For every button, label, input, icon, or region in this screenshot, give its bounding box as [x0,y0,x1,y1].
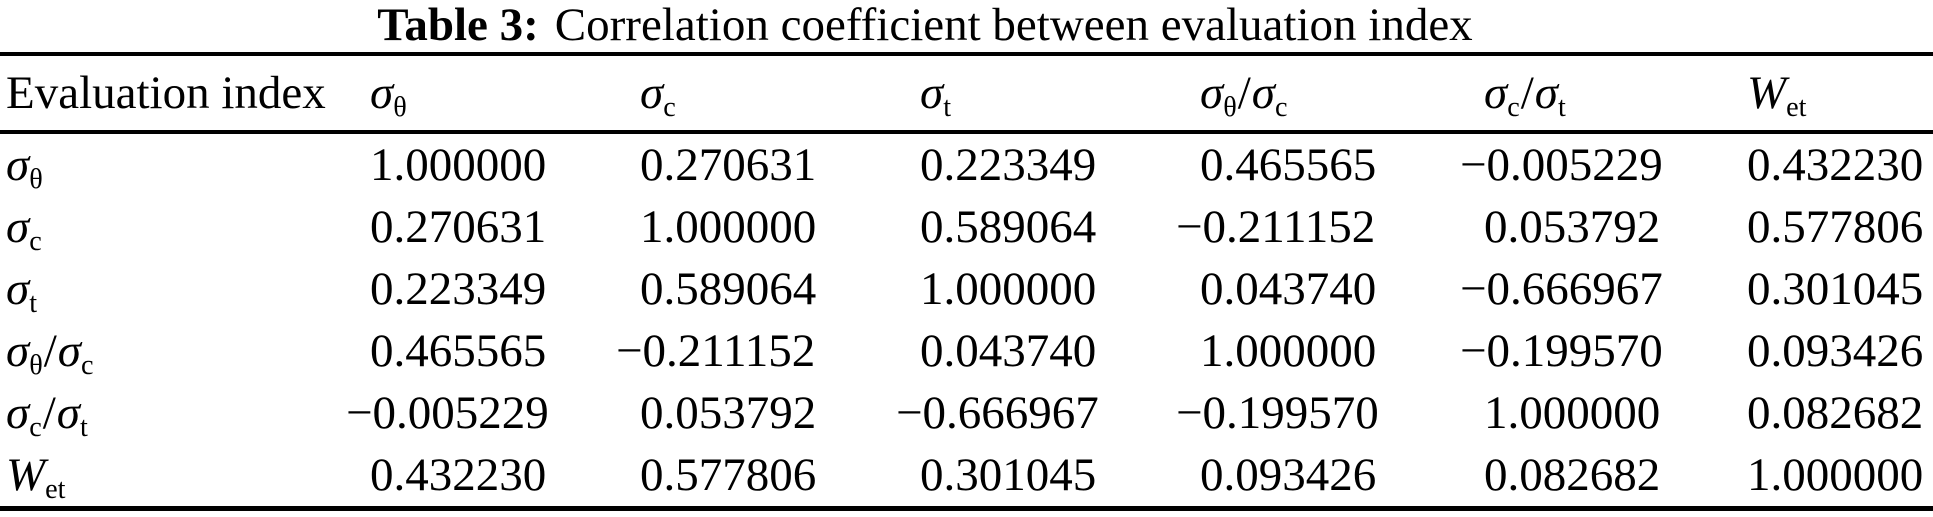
table-cell: −0.666967 [896,387,1099,439]
col-header-sigma-theta: σθ [370,54,640,134]
col-header-w-et: Wet [1747,54,1933,134]
table-cell: −0.005229 [1460,139,1663,191]
table-row: σt 0.223349 0.589064 1.000000 0.043740 −… [0,258,1933,320]
table-cell: 0.465565 [370,325,547,377]
table-cell: 0.043740 [1200,263,1377,315]
table-cell: 0.082682 [1747,387,1924,439]
table-row: σc 0.270631 1.000000 0.589064 −0.211152 … [0,196,1933,258]
table-cell: 0.301045 [920,449,1097,501]
row-header-sigma-theta: σθ [6,139,43,195]
col-header-sigma-c: σc [640,54,920,134]
table-cell: 0.270631 [370,201,547,253]
row-header-sigma-theta-over-sigma-c: σθ/σc [6,325,94,381]
table-cell: 0.093426 [1200,449,1377,501]
table-cell: 0.082682 [1484,449,1661,501]
table-cell: 0.432230 [370,449,547,501]
correlation-table: Evaluation index σθ σc σt σθ/σc σc/σt We… [0,52,1933,511]
table-cell: −0.199570 [1176,387,1379,439]
table-cell: 0.589064 [920,201,1097,253]
table-row: Wet 0.432230 0.577806 0.301045 0.093426 … [0,444,1933,509]
table-cell: −0.211152 [616,325,816,377]
table-cell: 0.589064 [640,263,817,315]
table-row: σθ/σc 0.465565 −0.211152 0.043740 1.0000… [0,320,1933,382]
row-header-sigma-t: σt [6,263,38,319]
table-cell: 0.053792 [640,387,817,439]
table-cell: 1.000000 [1200,325,1377,377]
table-cell: 0.577806 [640,449,817,501]
table-cell: 0.270631 [640,139,817,191]
table-cell: 1.000000 [920,263,1097,315]
table-cell: −0.199570 [1460,325,1663,377]
table-number: Table 3: [377,0,539,51]
table-cell: 0.053792 [1484,201,1661,253]
table-cell: 0.223349 [920,139,1097,191]
table-cell: 0.043740 [920,325,1097,377]
table-row: σc/σt −0.005229 0.053792 −0.666967 −0.19… [0,382,1933,444]
row-header-sigma-c-over-sigma-t: σc/σt [6,387,88,443]
table-cell: 1.000000 [1484,387,1661,439]
table-cell: 0.223349 [370,263,547,315]
caption-text: Correlation coefficient between evaluati… [554,0,1473,51]
table-cell: 1.000000 [640,201,817,253]
table-row: σθ 1.000000 0.270631 0.223349 0.465565 −… [0,132,1933,196]
header-row: Evaluation index σθ σc σt σθ/σc σc/σt We… [0,54,1933,134]
table-cell: 1.000000 [370,139,547,191]
col-header-evaluation-index: Evaluation index [0,54,370,134]
table-cell: −0.005229 [346,387,549,439]
col-header-sigma-c-over-sigma-t: σc/σt [1484,54,1747,134]
row-header-sigma-c: σc [6,201,42,257]
table-cell: 0.432230 [1747,139,1924,191]
table-cell: 0.465565 [1200,139,1377,191]
table-cell: 0.093426 [1747,325,1924,377]
col-header-sigma-theta-over-sigma-c: σθ/σc [1200,54,1484,134]
table-cell: −0.211152 [1176,201,1376,253]
table-cell: 0.301045 [1747,263,1924,315]
table-cell: −0.666967 [1460,263,1663,315]
table-caption: Table 3: Correlation coefficient between … [0,0,1850,50]
table-cell: 1.000000 [1747,449,1924,501]
col-header-sigma-t: σt [920,54,1200,134]
table-cell: 0.577806 [1747,201,1924,253]
row-header-w-et: Wet [6,449,66,505]
